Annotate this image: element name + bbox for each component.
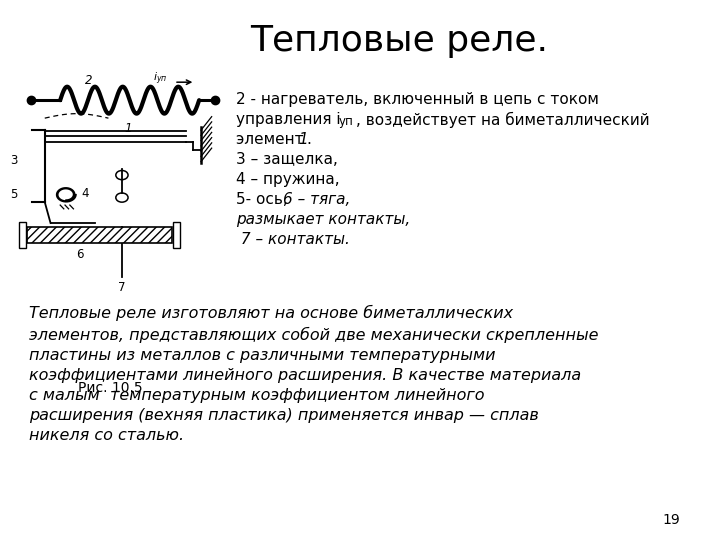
Text: 4 – пружина,: 4 – пружина, [236, 172, 340, 187]
Text: Тепловые реле.: Тепловые реле. [251, 24, 549, 58]
Text: , воздействует на биметаллический: , воздействует на биметаллический [356, 112, 650, 128]
Text: 2: 2 [86, 74, 93, 87]
Text: управления i: управления i [236, 112, 341, 127]
Text: Рис. 10.5: Рис. 10.5 [78, 381, 143, 395]
Text: элемент: элемент [236, 132, 309, 147]
Text: .: . [307, 132, 312, 147]
Text: 3: 3 [10, 153, 18, 167]
Bar [19, 222, 27, 248]
Text: 2 - нагреватель, включенный в цепь с током: 2 - нагреватель, включенный в цепь с ток… [236, 92, 599, 107]
Text: 7: 7 [118, 281, 126, 294]
Text: 19: 19 [662, 512, 680, 526]
Bar [173, 222, 180, 248]
Text: 5- ось,: 5- ось, [236, 192, 293, 207]
Text: 6: 6 [76, 248, 84, 261]
Text: Тепловые реле изготовляют на основе биметаллических
элементов, представляющих со: Тепловые реле изготовляют на основе биме… [29, 305, 598, 443]
Text: 7 – контакты.: 7 – контакты. [236, 232, 350, 247]
Text: 5: 5 [10, 188, 18, 201]
Text: 6 – тяга,: 6 – тяга, [283, 192, 351, 207]
Text: размыкает контакты,: размыкает контакты, [236, 212, 410, 227]
Text: $i_{уп}$: $i_{уп}$ [153, 71, 167, 87]
Bar [27, 227, 172, 244]
Bar [27, 227, 172, 244]
Text: уп: уп [339, 115, 354, 128]
Text: 4: 4 [81, 187, 89, 200]
Text: 1: 1 [298, 132, 308, 147]
Text: 3 – защелка,: 3 – защелка, [236, 152, 338, 167]
Text: 1: 1 [124, 122, 132, 135]
